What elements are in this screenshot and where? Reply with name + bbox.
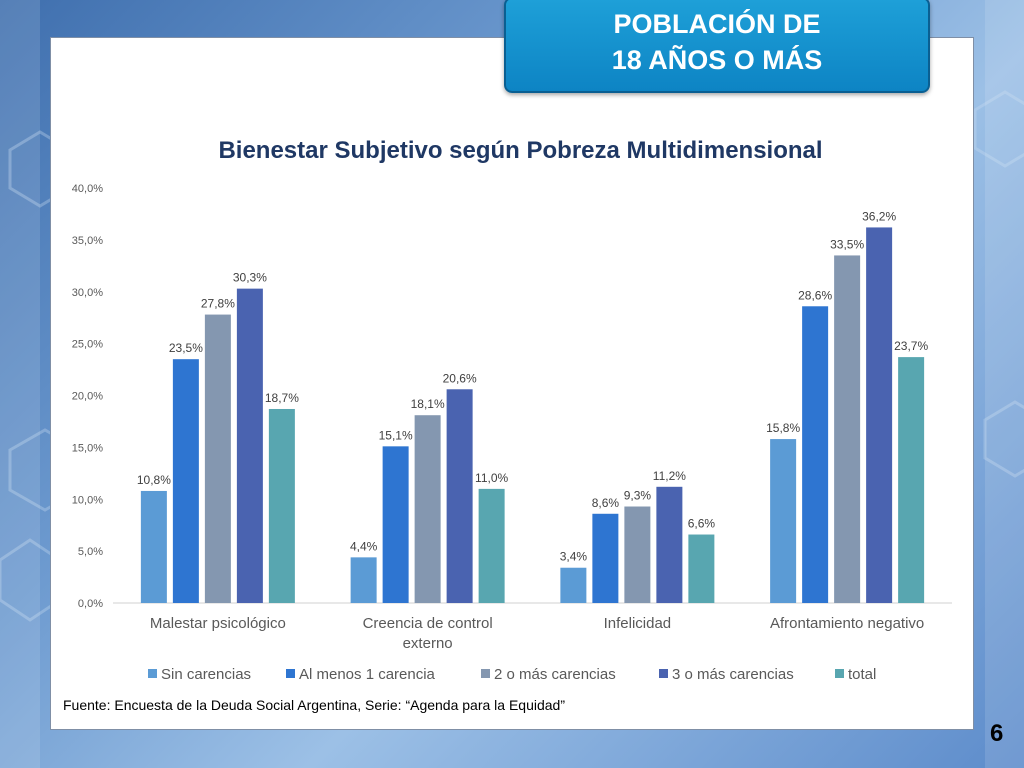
data-label: 18,1% bbox=[411, 397, 445, 411]
data-label: 9,3% bbox=[624, 489, 652, 503]
legend-swatch bbox=[659, 669, 668, 678]
bar-1 bbox=[770, 439, 797, 603]
legend-label: 3 o más carencias bbox=[672, 666, 794, 683]
data-label: 15,1% bbox=[379, 428, 413, 442]
category-label: externo bbox=[403, 635, 453, 652]
legend-swatch bbox=[835, 669, 844, 678]
data-label: 28,6% bbox=[798, 288, 832, 302]
bar-2 bbox=[382, 446, 409, 603]
badge-line-1: POBLACIÓN DE bbox=[613, 9, 821, 39]
bar-5 bbox=[688, 534, 715, 603]
data-label: 10,8% bbox=[137, 473, 171, 487]
category-label: Afrontamiento negativo bbox=[770, 615, 924, 632]
bar-5 bbox=[268, 408, 295, 603]
data-label: 20,6% bbox=[443, 371, 477, 385]
data-label: 23,5% bbox=[169, 341, 203, 355]
data-label: 15,8% bbox=[766, 421, 800, 435]
category-label: Malestar psicológico bbox=[150, 615, 286, 632]
data-label: 4,4% bbox=[350, 539, 378, 553]
bar-3 bbox=[204, 314, 231, 603]
legend-label: Sin carencias bbox=[161, 666, 251, 683]
data-label: 33,5% bbox=[830, 237, 864, 251]
y-tick-label: 10,0% bbox=[72, 494, 103, 506]
legend-label: Al menos 1 carencia bbox=[299, 666, 436, 683]
section-badge: POBLACIÓN DE 18 AÑOS O MÁS bbox=[504, 0, 930, 93]
bar-1 bbox=[350, 557, 377, 603]
bar-4 bbox=[236, 288, 263, 603]
data-label: 23,7% bbox=[894, 339, 928, 353]
legend-swatch bbox=[148, 669, 157, 678]
bar-2 bbox=[172, 359, 199, 603]
category-label: Creencia de control bbox=[363, 615, 493, 632]
page-number: 6 bbox=[990, 720, 1004, 747]
legend-swatch bbox=[481, 669, 490, 678]
bar-4 bbox=[656, 486, 683, 603]
bar-2 bbox=[802, 306, 829, 603]
data-label: 11,0% bbox=[475, 471, 508, 485]
data-label: 30,3% bbox=[233, 271, 267, 285]
y-tick-label: 25,0% bbox=[72, 339, 103, 351]
badge-line-2: 18 AÑOS O MÁS bbox=[611, 45, 823, 75]
data-label: 6,6% bbox=[688, 517, 716, 531]
bar-2 bbox=[592, 513, 619, 603]
legend-label: total bbox=[848, 666, 876, 683]
bar-5 bbox=[898, 357, 925, 603]
bar-3 bbox=[414, 415, 441, 603]
data-label: 36,2% bbox=[862, 209, 896, 223]
data-label: 27,8% bbox=[201, 297, 235, 311]
bar-3 bbox=[624, 506, 651, 603]
data-label: 18,7% bbox=[265, 391, 299, 405]
y-tick-label: 15,0% bbox=[72, 442, 103, 454]
bar-4 bbox=[446, 389, 473, 603]
data-label: 11,2% bbox=[653, 469, 686, 483]
bar-1 bbox=[140, 490, 167, 603]
y-tick-label: 20,0% bbox=[72, 391, 103, 403]
chart-title: Bienestar Subjetivo según Pobreza Multid… bbox=[218, 137, 823, 164]
y-tick-label: 30,0% bbox=[72, 287, 103, 299]
bar-4 bbox=[866, 227, 893, 604]
legend-swatch bbox=[286, 669, 295, 678]
y-tick-label: 0,0% bbox=[78, 598, 103, 610]
y-tick-label: 40,0% bbox=[72, 183, 103, 195]
data-label: 3,4% bbox=[560, 550, 588, 564]
category-label: Infelicidad bbox=[604, 615, 672, 632]
data-label: 8,6% bbox=[592, 496, 620, 510]
legend-label: 2 o más carencias bbox=[494, 666, 616, 683]
y-tick-label: 5,0% bbox=[78, 546, 103, 558]
bar-5 bbox=[478, 488, 505, 603]
bar-1 bbox=[560, 567, 587, 603]
y-tick-label: 35,0% bbox=[72, 235, 103, 247]
bar-3 bbox=[834, 255, 861, 603]
source-note: Fuente: Encuesta de la Deuda Social Arge… bbox=[63, 697, 565, 713]
